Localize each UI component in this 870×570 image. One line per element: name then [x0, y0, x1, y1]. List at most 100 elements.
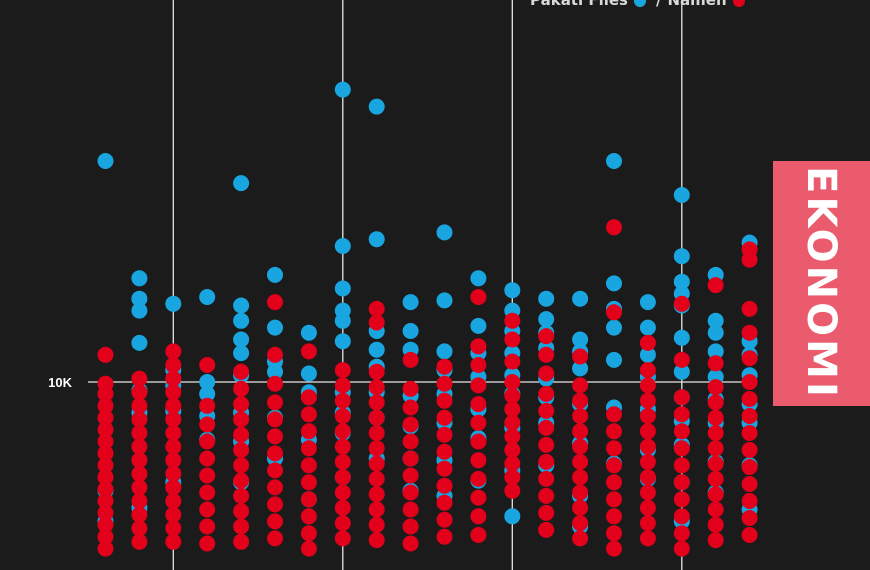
- point-namen: [267, 530, 283, 547]
- point-namen: [97, 481, 114, 498]
- point-pakati-files: [334, 333, 351, 350]
- point-namen: [606, 406, 622, 423]
- point-pakati-files: [436, 343, 453, 360]
- point-namen: [131, 506, 148, 523]
- point-namen: [199, 416, 216, 433]
- point-namen: [538, 453, 555, 470]
- point-namen: [639, 530, 656, 547]
- point-namen: [606, 525, 622, 542]
- point-namen: [165, 384, 182, 401]
- point-namen: [504, 331, 521, 348]
- point-namen: [639, 484, 656, 501]
- point-pakati-files: [436, 224, 453, 241]
- point-namen: [165, 411, 182, 428]
- point-namen: [402, 450, 419, 467]
- point-namen: [233, 363, 250, 380]
- point-namen: [572, 438, 589, 455]
- point-namen: [334, 515, 351, 532]
- point-pakati-files: [334, 280, 351, 297]
- point-namen: [267, 411, 283, 428]
- point-namen: [165, 357, 182, 373]
- point-namen: [368, 363, 385, 380]
- point-namen: [199, 397, 216, 414]
- point-namen: [470, 452, 487, 469]
- point-namen: [436, 358, 453, 375]
- point-namen: [639, 515, 656, 532]
- point-pakati-files: [199, 289, 216, 305]
- point-pakati-files: [673, 329, 690, 346]
- point-namen: [199, 484, 216, 501]
- point-pakati-files: [436, 292, 453, 309]
- point-namen: [165, 479, 182, 496]
- point-namen: [97, 516, 114, 533]
- point-pakati-files: [131, 334, 148, 351]
- point-pakati-files: [233, 331, 250, 348]
- point-namen: [402, 380, 419, 397]
- point-namen: [334, 408, 351, 424]
- point-namen: [402, 467, 419, 484]
- point-namen: [267, 462, 283, 479]
- point-namen: [673, 491, 690, 508]
- y-tick-label: 10K: [48, 375, 72, 390]
- point-namen: [300, 457, 317, 474]
- point-pakati-files: [606, 275, 622, 292]
- point-namen: [504, 312, 521, 329]
- point-namen: [334, 484, 351, 501]
- point-namen: [741, 476, 758, 492]
- point-namen: [639, 377, 656, 394]
- point-namen: [639, 438, 656, 455]
- point-namen: [368, 501, 385, 518]
- point-namen: [97, 504, 114, 521]
- point-namen: [504, 374, 521, 390]
- point-namen: [165, 343, 182, 360]
- point-namen: [131, 533, 148, 550]
- point-namen: [368, 394, 385, 411]
- point-namen: [436, 409, 453, 426]
- point-namen: [368, 532, 385, 549]
- point-namen: [504, 455, 521, 472]
- point-namen: [97, 528, 114, 545]
- point-pakati-files: [606, 319, 622, 336]
- point-namen: [538, 470, 555, 487]
- point-namen: [470, 289, 487, 305]
- point-pakati-files: [165, 295, 182, 312]
- point-namen: [639, 334, 656, 351]
- point-namen: [97, 346, 114, 363]
- point-namen: [572, 377, 589, 394]
- point-pakati-files: [199, 374, 216, 390]
- point-namen: [97, 421, 114, 438]
- point-pakati-files: [639, 294, 656, 311]
- point-namen: [470, 338, 487, 355]
- point-namen: [131, 425, 148, 441]
- blue-dot-icon: [633, 0, 646, 7]
- point-namen: [639, 408, 656, 424]
- point-namen: [436, 460, 453, 477]
- point-namen: [267, 294, 283, 311]
- point-namen: [673, 423, 690, 440]
- point-namen: [673, 540, 690, 557]
- point-namen: [97, 469, 114, 486]
- point-namen: [436, 477, 453, 494]
- point-namen: [300, 440, 317, 457]
- point-namen: [436, 426, 453, 443]
- point-namen: [233, 518, 250, 535]
- point-namen: [707, 440, 724, 457]
- point-pakati-files: [233, 345, 250, 362]
- point-namen: [707, 425, 724, 441]
- point-namen: [741, 510, 758, 526]
- point-namen: [436, 528, 453, 545]
- point-namen: [300, 508, 317, 525]
- point-namen: [538, 328, 555, 345]
- point-namen: [267, 496, 283, 513]
- point-namen: [97, 433, 114, 450]
- point-pakati-files: [334, 312, 351, 329]
- point-namen: [538, 346, 555, 363]
- point-namen: [504, 469, 521, 486]
- point-pakati-files: [131, 302, 148, 319]
- point-pakati-files: [334, 238, 351, 254]
- point-pakati-files: [572, 290, 589, 307]
- point-namen: [402, 416, 419, 433]
- point-namen: [538, 504, 555, 521]
- point-pakati-files: [707, 343, 724, 360]
